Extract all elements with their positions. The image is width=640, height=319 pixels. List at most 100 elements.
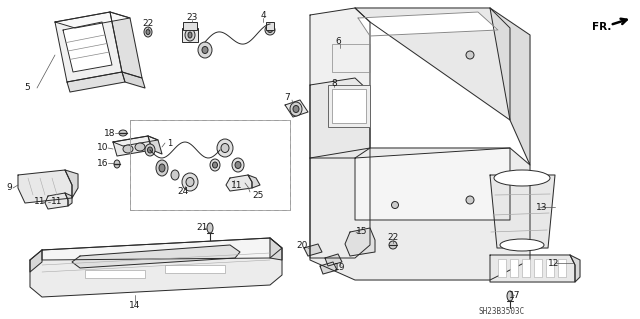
Text: 23: 23: [186, 13, 198, 23]
Ellipse shape: [147, 147, 152, 153]
Polygon shape: [65, 170, 78, 198]
Text: 11: 11: [51, 197, 63, 206]
Polygon shape: [490, 255, 575, 282]
Text: 12: 12: [548, 258, 560, 268]
Text: 11: 11: [35, 197, 45, 206]
Polygon shape: [345, 228, 375, 256]
Ellipse shape: [466, 196, 474, 204]
Polygon shape: [30, 238, 282, 297]
Ellipse shape: [198, 42, 212, 58]
Ellipse shape: [185, 29, 195, 41]
Text: 4: 4: [260, 11, 266, 20]
Text: 20: 20: [296, 241, 308, 250]
Ellipse shape: [268, 27, 273, 33]
Ellipse shape: [265, 25, 275, 35]
Text: 14: 14: [129, 300, 141, 309]
Polygon shape: [355, 8, 510, 120]
Ellipse shape: [232, 158, 244, 172]
Ellipse shape: [202, 47, 208, 54]
Bar: [183, 22, 197, 30]
Bar: [522, 259, 530, 277]
Polygon shape: [148, 136, 162, 154]
Bar: [165, 265, 225, 273]
Text: 13: 13: [536, 203, 548, 211]
Polygon shape: [55, 12, 130, 28]
Polygon shape: [63, 22, 112, 72]
Ellipse shape: [212, 162, 218, 168]
Ellipse shape: [123, 145, 133, 153]
Ellipse shape: [217, 139, 233, 157]
Ellipse shape: [507, 291, 513, 301]
Text: 6: 6: [335, 38, 341, 47]
Ellipse shape: [188, 32, 192, 38]
Text: 7: 7: [284, 93, 290, 102]
Text: 5: 5: [24, 84, 30, 93]
Polygon shape: [320, 262, 337, 274]
Polygon shape: [45, 193, 68, 209]
Polygon shape: [67, 72, 125, 92]
Polygon shape: [248, 175, 260, 188]
Text: 19: 19: [334, 263, 346, 272]
Bar: [510, 259, 518, 277]
Polygon shape: [304, 244, 322, 256]
Bar: [332, 44, 370, 72]
Ellipse shape: [466, 51, 474, 59]
Ellipse shape: [145, 144, 155, 156]
Polygon shape: [110, 12, 142, 78]
Polygon shape: [270, 238, 282, 260]
Text: 25: 25: [252, 190, 264, 199]
Bar: [85, 270, 145, 278]
Text: 18: 18: [104, 129, 116, 137]
Ellipse shape: [159, 164, 165, 172]
Bar: [558, 259, 566, 277]
Text: 11: 11: [231, 182, 243, 190]
Text: 22: 22: [387, 234, 399, 242]
Ellipse shape: [221, 144, 229, 152]
Polygon shape: [358, 12, 498, 36]
Text: 17: 17: [509, 291, 521, 300]
Ellipse shape: [186, 177, 194, 187]
Polygon shape: [30, 250, 42, 272]
Ellipse shape: [114, 160, 120, 168]
Ellipse shape: [290, 102, 302, 116]
Ellipse shape: [182, 173, 198, 191]
Polygon shape: [310, 78, 370, 158]
Polygon shape: [42, 238, 282, 260]
Text: 10: 10: [97, 144, 109, 152]
Ellipse shape: [389, 241, 397, 249]
Polygon shape: [490, 8, 530, 165]
Text: 22: 22: [142, 19, 154, 28]
Ellipse shape: [494, 170, 550, 186]
Ellipse shape: [207, 223, 213, 233]
Bar: [546, 259, 554, 277]
Ellipse shape: [146, 29, 150, 34]
Text: 1: 1: [168, 138, 173, 147]
Text: 8: 8: [331, 78, 337, 87]
Text: 9: 9: [6, 183, 12, 192]
Ellipse shape: [156, 160, 168, 176]
Ellipse shape: [144, 27, 152, 37]
Text: 24: 24: [177, 188, 189, 197]
Text: 15: 15: [356, 227, 368, 236]
Ellipse shape: [135, 143, 145, 151]
Polygon shape: [65, 193, 72, 206]
Ellipse shape: [293, 106, 299, 113]
Polygon shape: [55, 12, 122, 82]
Text: FR.: FR.: [592, 22, 612, 32]
Polygon shape: [72, 245, 240, 268]
Polygon shape: [310, 148, 530, 280]
Ellipse shape: [171, 170, 179, 180]
Text: 21: 21: [196, 222, 208, 232]
Bar: [130, 120, 290, 210]
Bar: [332, 89, 366, 123]
Ellipse shape: [392, 202, 399, 209]
Polygon shape: [310, 8, 370, 258]
Polygon shape: [325, 254, 342, 266]
Text: SH23B3503C: SH23B3503C: [479, 308, 525, 316]
Ellipse shape: [500, 239, 544, 251]
Bar: [498, 259, 506, 277]
Polygon shape: [113, 136, 152, 156]
Ellipse shape: [119, 130, 127, 136]
Polygon shape: [285, 100, 308, 117]
Bar: [182, 28, 198, 42]
